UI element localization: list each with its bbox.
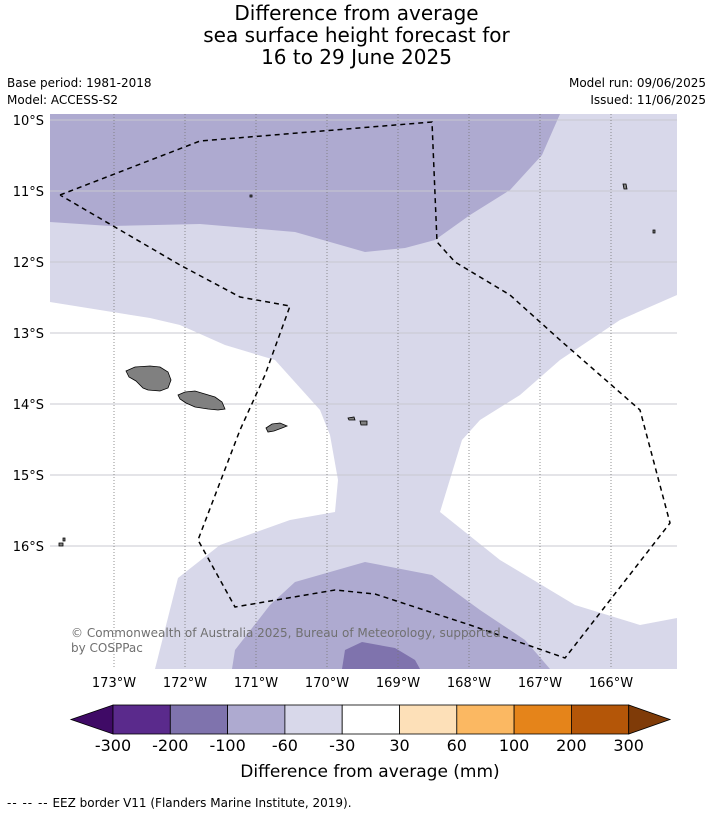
lon-label: 169°W xyxy=(376,676,420,691)
swains-island xyxy=(249,194,253,198)
lon-label: 168°W xyxy=(447,676,491,691)
lat-label: 13°S xyxy=(13,327,44,342)
colorbar-tick-label: 100 xyxy=(499,736,530,755)
lon-label: 171°W xyxy=(234,676,278,691)
eez-dash-legend: -- -- -- xyxy=(7,796,49,810)
west-islet xyxy=(58,537,66,547)
colorbar-tick-label: 30 xyxy=(389,736,409,755)
manua-island-1 xyxy=(347,416,356,421)
colorbar-tick-label: -60 xyxy=(272,736,298,755)
issued-text: Issued: 11/06/2025 xyxy=(590,93,706,107)
tutuila-island xyxy=(265,422,289,433)
meta-right: Model run: 09/06/2025 Issued: 11/06/2025 xyxy=(569,75,706,109)
upolu-island xyxy=(177,390,226,411)
lon-label: 172°W xyxy=(163,676,207,691)
savaii-island xyxy=(125,365,172,392)
map-canvas: 10°S11°S12°S13°S14°S15°S16°S 173°W 172°W 1… xyxy=(13,114,677,755)
colorbar-segment xyxy=(513,704,572,735)
land-masses xyxy=(58,183,656,547)
colorbar-tick-label: -100 xyxy=(209,736,245,755)
colorbar-tick-label: 200 xyxy=(556,736,587,755)
longitude-labels: 173°W 172°W 171°W 170°W 169°W 168°W 167°W 166°W xyxy=(92,676,633,691)
lat-label: 11°S xyxy=(13,185,44,200)
lat-label: 14°S xyxy=(13,398,44,413)
colorbar-tick-label: -300 xyxy=(95,736,131,755)
colorbar-segment xyxy=(399,704,458,735)
model-run-text: Model run: 09/06/2025 xyxy=(568,76,706,90)
colorbar-tick-label: -30 xyxy=(329,736,355,755)
lon-label: 166°W xyxy=(589,676,633,691)
credit-line-1: © Commonwealth of Australia 2025, Bureau… xyxy=(71,626,501,640)
title-line-2: sea surface height forecast for xyxy=(203,23,510,47)
colorbar-extend-low xyxy=(69,704,114,735)
copyright-credit: © Commonwealth of Australia 2025, Bureau… xyxy=(71,626,501,656)
manua-island-2 xyxy=(359,420,368,426)
title-line-1: Difference from average xyxy=(234,1,479,25)
colorbar-segment xyxy=(169,704,229,735)
graticule xyxy=(50,114,677,669)
colorbar: -300 -200 -100 -60 -30 30 60 100 200 300 xyxy=(69,704,672,755)
lat-label: 15°S xyxy=(13,469,44,484)
title-line-3: 16 to 29 June 2025 xyxy=(261,45,452,69)
colorbar-segment xyxy=(112,704,171,735)
lat-label: 12°S xyxy=(13,256,44,271)
model-text: Model: ACCESS-S2 xyxy=(7,93,119,107)
contour-band-light xyxy=(50,114,677,669)
colorbar-extend-high xyxy=(628,704,672,735)
lat-label: 10°S xyxy=(13,114,44,129)
colorbar-tick-label: 300 xyxy=(613,736,644,755)
colorbar-label: Difference from average (mm) xyxy=(240,762,500,782)
colorbar-segment xyxy=(227,704,286,735)
map-title: Difference from average sea surface heig… xyxy=(0,2,713,68)
meta-left: Base period: 1981-2018 Model: ACCESS-S2 xyxy=(7,75,152,109)
contour-band-mid-bottom xyxy=(232,562,550,669)
footnote-text: EEZ border V11 (Flanders Marine Institut… xyxy=(52,796,352,810)
colorbar-segment xyxy=(284,704,343,735)
footnote: -- -- -- EEZ border V11 (Flanders Marine… xyxy=(7,796,352,810)
lon-label: 167°W xyxy=(518,676,562,691)
lat-label: 16°S xyxy=(13,540,44,555)
contour-fills xyxy=(50,114,677,669)
contour-band-deep-bottom xyxy=(342,642,420,669)
lon-label: 170°W xyxy=(305,676,349,691)
base-period-text: Base period: 1981-2018 xyxy=(7,76,152,90)
lon-label: 173°W xyxy=(92,676,136,691)
colorbar-segment xyxy=(571,704,630,735)
tokelau-island-2 xyxy=(652,229,656,234)
colorbar-segment xyxy=(341,704,400,735)
colorbar-tick-label: 60 xyxy=(447,736,467,755)
colorbar-segment xyxy=(456,704,515,735)
credit-line-2: by COSPPac xyxy=(71,641,143,655)
tokelau-island-1 xyxy=(622,183,628,190)
colorbar-tick-label: -200 xyxy=(152,736,188,755)
latitude-labels: 10°S 11°S 12°S 13°S 14°S 15°S 16°S xyxy=(13,114,44,555)
eez-border xyxy=(59,121,671,659)
